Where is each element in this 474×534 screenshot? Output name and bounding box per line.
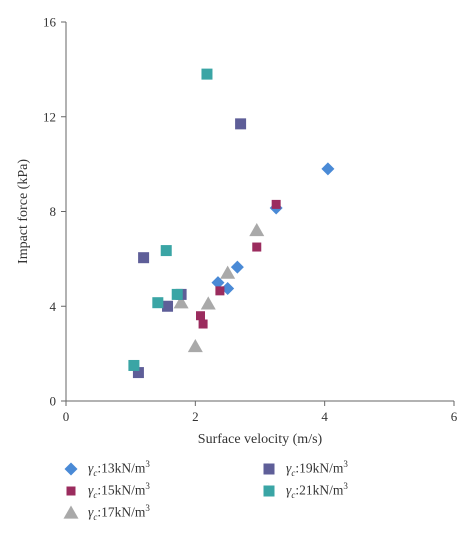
legend-label-sub: c — [93, 490, 98, 501]
legend-marker-icon — [64, 462, 78, 476]
y-tick-label: 16 — [43, 15, 57, 30]
data-point — [235, 118, 247, 130]
y-axis-title: Impact force (kPa) — [16, 159, 31, 264]
x-tick-label: 0 — [63, 409, 70, 424]
data-point — [271, 199, 281, 209]
data-point — [187, 339, 203, 353]
data-point — [211, 276, 225, 290]
legend-label-sup: 3 — [343, 481, 348, 492]
legend-label: γc:15kN/m3 — [88, 481, 150, 500]
legend-label-sub: c — [291, 490, 296, 501]
data-point — [171, 288, 183, 300]
x-tick-label: 2 — [192, 409, 199, 424]
y-axis: 0 4 8 12 16 Impact force (kPa) — [16, 15, 67, 409]
legend-label-symbol: γ — [88, 504, 94, 520]
legend-label-symbol: γ — [286, 460, 292, 476]
legend-label: γc:21kN/m3 — [286, 481, 348, 500]
y-tick-label: 0 — [50, 394, 57, 409]
legend-label: γc:17kN/m3 — [88, 503, 150, 522]
data-point — [152, 297, 164, 309]
legend-label-sup: 3 — [343, 459, 348, 470]
legend-item: γc:13kN/m3 — [62, 458, 150, 480]
legend-label-text: :15kN/m — [97, 482, 146, 498]
legend-label-text: :17kN/m — [97, 504, 146, 520]
legend-label-sub: c — [93, 512, 98, 523]
legend-item: γc:17kN/m3 — [62, 502, 150, 524]
x-tick-label: 4 — [321, 409, 328, 424]
y-tick-label: 4 — [50, 299, 57, 314]
data-point — [230, 260, 244, 274]
legend-marker-icon — [263, 463, 275, 475]
data-point — [200, 296, 216, 310]
data-point — [196, 311, 206, 321]
legend-label: γc:13kN/m3 — [88, 459, 150, 478]
data-point — [138, 252, 150, 264]
data-point — [321, 162, 335, 176]
legend-label-symbol: γ — [88, 482, 94, 498]
legend-label-sup: 3 — [145, 459, 150, 470]
y-tick-label: 12 — [43, 109, 56, 124]
legend-label-sup: 3 — [145, 503, 150, 514]
data-point — [220, 265, 236, 279]
data-point — [173, 295, 189, 309]
x-axis-title: Surface velocity (m/s) — [198, 432, 323, 447]
y-tick-label: 8 — [50, 204, 57, 219]
legend-marker-icon — [63, 505, 79, 519]
data-point — [249, 222, 265, 237]
x-tick-label: 6 — [451, 409, 458, 424]
data-point — [252, 242, 262, 252]
data-points — [128, 68, 335, 379]
legend-item: γc:21kN/m3 — [260, 480, 348, 502]
legend-item: γc:15kN/m3 — [62, 480, 150, 502]
legend-label: γc:19kN/m3 — [286, 459, 348, 478]
x-axis: 0 2 4 6 Surface velocity (m/s) — [63, 400, 458, 447]
data-point — [132, 367, 144, 379]
legend-label-sup: 3 — [145, 481, 150, 492]
legend-marker-icon — [263, 485, 275, 497]
legend-label-sub: c — [291, 468, 296, 479]
data-point — [215, 286, 225, 296]
legend-item: γc:19kN/m3 — [260, 458, 348, 480]
legend-marker-icon — [66, 486, 76, 496]
data-point — [128, 359, 140, 371]
data-point — [160, 245, 172, 257]
legend: γc:13kN/m3 γc:15kN/m3 γc:17kN/m3 γc:19kN/m3… — [62, 458, 442, 528]
data-point — [162, 300, 174, 312]
data-point — [198, 319, 208, 329]
legend-label-text: :13kN/m — [97, 460, 146, 476]
legend-label-symbol: γ — [88, 460, 94, 476]
data-point — [201, 68, 213, 80]
legend-label-text: :21kN/m — [295, 482, 344, 498]
data-point — [221, 281, 235, 295]
scatter-plot: 0 2 4 6 Surface velocity (m/s) 0 4 8 12 16 Impa… — [16, 15, 458, 448]
legend-label-symbol: γ — [286, 482, 292, 498]
legend-label-sub: c — [93, 468, 98, 479]
legend-label-text: :19kN/m — [295, 460, 344, 476]
